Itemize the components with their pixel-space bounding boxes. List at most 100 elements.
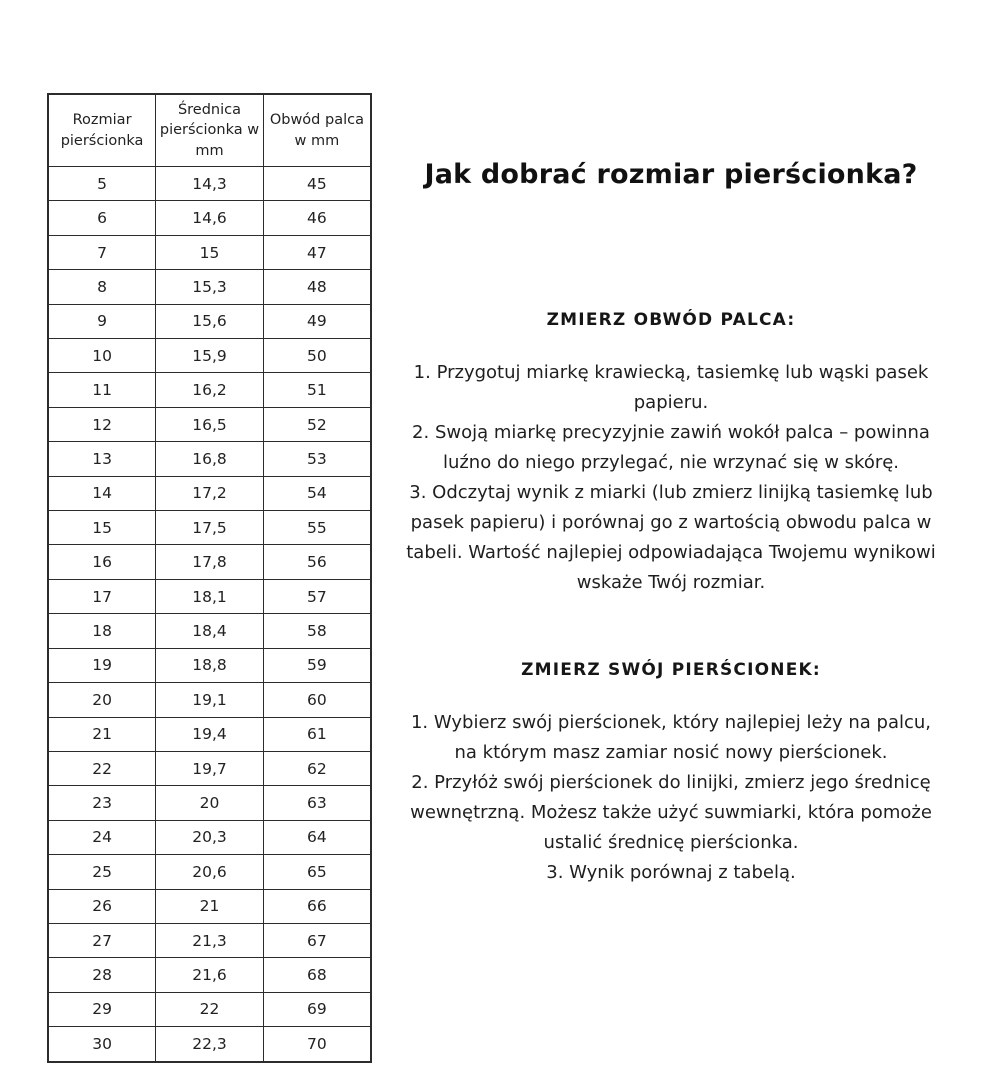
- table-cell: 9: [47, 303, 157, 340]
- table-cell: 50: [262, 338, 372, 374]
- instruction-step: 3. Wynik porównaj z tabelą.: [546, 862, 796, 883]
- table-cell: 58: [262, 613, 372, 649]
- table-cell: 59: [262, 647, 372, 684]
- table-cell: 15,9: [155, 338, 264, 374]
- section-heading-measure-ring: ZMIERZ SWÓJ PIERŚCIONEK:: [521, 660, 821, 680]
- table-cell: 65: [262, 854, 372, 890]
- table-row: 5 14,3 45: [47, 165, 372, 202]
- table-cell: 18: [47, 613, 157, 649]
- table-cell: 16,2: [155, 372, 264, 408]
- table-cell: 48: [262, 269, 372, 305]
- table-cell: 21,6: [155, 957, 264, 993]
- table-cell: 7: [47, 234, 157, 271]
- table-row: 18 18,4 58: [47, 613, 372, 649]
- table-cell: 15: [155, 234, 264, 271]
- table-cell: 55: [262, 510, 372, 546]
- table-cell: 21: [155, 888, 264, 924]
- table-cell: 28: [47, 957, 157, 993]
- table-cell: 67: [262, 922, 372, 959]
- table-cell: 66: [262, 888, 372, 924]
- instruction-step: 3. Odczytaj wynik z miarki (lub zmierz l…: [406, 482, 936, 593]
- table-cell: 45: [262, 165, 372, 202]
- table-cell: 61: [262, 716, 372, 752]
- table-cell: 70: [262, 1026, 372, 1063]
- table-cell: 68: [262, 957, 372, 993]
- table-row: 20 19,1 60: [47, 682, 372, 718]
- table-row: 21 19,4 61: [47, 716, 372, 752]
- table-row: 13 16,8 53: [47, 441, 372, 477]
- table-cell: 19: [47, 647, 157, 684]
- table-cell: 29: [47, 991, 157, 1028]
- table-cell: 21: [47, 716, 157, 752]
- table-cell: 54: [262, 475, 372, 512]
- table-cell: 20,3: [155, 819, 264, 856]
- table-cell: 25: [47, 854, 157, 890]
- size-table-header-row: Rozmiar pierścionka Średnica pierścionka …: [47, 93, 372, 167]
- size-table-body: 5 14,3 45 6 14,6 46 7 15 47 8 15,3 48 9 15,6 49 10 15,9 5…: [47, 165, 372, 1063]
- column-header: Średnica pierścionka w mm: [155, 93, 264, 167]
- table-cell: 18,1: [155, 578, 264, 615]
- table-cell: 17: [47, 578, 157, 615]
- table-cell: 14: [47, 475, 157, 512]
- column-header: Obwód palca w mm: [262, 93, 372, 167]
- steps-measure-finger: 1. Przygotuj miarkę krawiecką, tasiemkę …: [398, 358, 944, 598]
- table-cell: 14,6: [155, 200, 264, 236]
- table-cell: 22,3: [155, 1026, 264, 1063]
- table-cell: 30: [47, 1026, 157, 1063]
- table-cell: 16,5: [155, 406, 264, 443]
- table-cell: 23: [47, 785, 157, 821]
- table-row: 10 15,9 50: [47, 338, 372, 374]
- table-row: 17 18,1 57: [47, 578, 372, 615]
- table-cell: 63: [262, 785, 372, 821]
- table-row: 12 16,5 52: [47, 406, 372, 443]
- table-cell: 49: [262, 303, 372, 340]
- table-cell: 57: [262, 578, 372, 615]
- table-row: 27 21,3 67: [47, 922, 372, 959]
- table-cell: 26: [47, 888, 157, 924]
- section-heading-measure-finger: ZMIERZ OBWÓD PALCA:: [546, 310, 796, 330]
- table-cell: 47: [262, 234, 372, 271]
- instruction-step: 2. Przyłóż swój pierścionek do linijki, …: [410, 772, 932, 853]
- table-cell: 5: [47, 165, 157, 202]
- table-row: 26 21 66: [47, 888, 372, 924]
- table-cell: 18,8: [155, 647, 264, 684]
- table-cell: 15: [47, 510, 157, 546]
- table-cell: 6: [47, 200, 157, 236]
- ring-size-table: Rozmiar pierścionka Średnica pierścionka …: [47, 93, 372, 1063]
- page-title: Jak dobrać rozmiar pierścionka?: [424, 159, 918, 190]
- column-header: Rozmiar pierścionka: [47, 93, 157, 167]
- table-row: 29 22 69: [47, 991, 372, 1028]
- table-cell: 14,3: [155, 165, 264, 202]
- table-cell: 69: [262, 991, 372, 1028]
- table-cell: 18,4: [155, 613, 264, 649]
- instruction-step: 1. Wybierz swój pierścionek, który najle…: [410, 712, 932, 763]
- table-cell: 19,1: [155, 682, 264, 718]
- table-cell: 53: [262, 441, 372, 477]
- table-cell: 17,2: [155, 475, 264, 512]
- table-row: 15 17,5 55: [47, 510, 372, 546]
- table-cell: 22: [47, 750, 157, 787]
- size-table-header: Rozmiar pierścionka Średnica pierścionka …: [47, 93, 372, 167]
- table-cell: 12: [47, 406, 157, 443]
- table-cell: 21,3: [155, 922, 264, 959]
- table-cell: 16: [47, 544, 157, 580]
- table-cell: 16,8: [155, 441, 264, 477]
- table-row: 7 15 47: [47, 234, 372, 271]
- table-cell: 56: [262, 544, 372, 580]
- table-row: 24 20,3 64: [47, 819, 372, 856]
- table-row: 8 15,3 48: [47, 269, 372, 305]
- table-cell: 64: [262, 819, 372, 856]
- table-row: 28 21,6 68: [47, 957, 372, 993]
- table-cell: 20: [47, 682, 157, 718]
- instructions-column: Jak dobrać rozmiar pierścionka? ZMIERZ O…: [398, 0, 944, 888]
- table-cell: 13: [47, 441, 157, 477]
- table-cell: 8: [47, 269, 157, 305]
- table-cell: 19,4: [155, 716, 264, 752]
- table-cell: 20: [155, 785, 264, 821]
- table-cell: 15,3: [155, 269, 264, 305]
- table-row: 14 17,2 54: [47, 475, 372, 512]
- table-cell: 60: [262, 682, 372, 718]
- table-cell: 27: [47, 922, 157, 959]
- table-cell: 15,6: [155, 303, 264, 340]
